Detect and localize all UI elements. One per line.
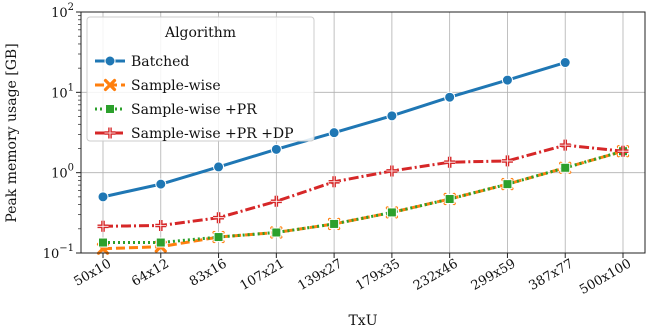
data-point xyxy=(502,179,513,190)
data-point xyxy=(328,127,340,139)
x-tick-label: 500x100 xyxy=(577,256,634,297)
y-tick-label: 102 xyxy=(51,2,74,21)
x-tick-label: 139x27 xyxy=(295,256,345,293)
series-line xyxy=(102,143,624,228)
legend-label: Sample-wise +PR +DP xyxy=(131,126,294,142)
data-point-highlight xyxy=(270,195,282,207)
legend-swatch-marker-highlight xyxy=(104,127,116,139)
data-point xyxy=(386,207,397,218)
plot-frame xyxy=(80,11,646,254)
legend: Algorithm Batched Sample-wise Sample-wise +… xyxy=(86,16,315,142)
series-line xyxy=(102,149,624,251)
data-point xyxy=(444,91,456,103)
legend-box xyxy=(86,16,315,142)
data-point xyxy=(97,191,109,203)
data-point-highlight xyxy=(559,139,571,151)
data-point xyxy=(560,162,571,173)
legend-item: Sample-wise +PR +DP xyxy=(95,126,294,142)
data-point xyxy=(155,237,166,248)
data-point-highlight xyxy=(213,212,225,224)
x-tick-label: 299x59 xyxy=(469,256,519,293)
data-point xyxy=(501,74,513,86)
legend-label: Sample-wise xyxy=(131,78,221,94)
data-point xyxy=(386,110,398,122)
x-tick-label: 83x16 xyxy=(187,256,230,289)
x-tick-label: 50x10 xyxy=(71,256,114,289)
y-tick-label: 10−1 xyxy=(43,243,74,262)
x-tick-label: 232x46 xyxy=(411,256,461,293)
legend-item: Sample-wise xyxy=(95,78,221,94)
series-sample-wise-pr-dp xyxy=(97,139,629,232)
data-point xyxy=(329,218,340,229)
data-point-highlight xyxy=(444,156,456,168)
legend-label: Batched xyxy=(131,54,189,70)
data-point xyxy=(98,237,108,248)
y-tick-label: 101 xyxy=(51,82,74,101)
data-point xyxy=(213,161,225,173)
legend-label: Sample-wise +PR xyxy=(131,102,257,118)
data-point xyxy=(444,194,455,205)
data-point-highlight xyxy=(501,155,513,167)
legend-item: Batched xyxy=(95,54,189,70)
legend-swatch-marker xyxy=(103,78,117,92)
x-tick-label: 64x12 xyxy=(129,256,172,289)
data-point xyxy=(270,143,282,155)
data-point-highlight xyxy=(155,219,167,231)
legend-swatch-marker xyxy=(104,55,116,67)
legend-swatch-marker xyxy=(105,104,115,114)
y-tick-label: 100 xyxy=(51,163,74,182)
legend-item: Sample-wise +PR xyxy=(95,102,257,118)
data-point xyxy=(155,178,167,190)
data-point xyxy=(213,232,224,243)
series-sample-wise-pr xyxy=(98,146,628,248)
series-line xyxy=(103,149,624,245)
x-tick-label: 107x21 xyxy=(238,256,288,293)
y-axis-title: Peak memory usage [GB] xyxy=(4,43,20,222)
x-tick-label: 387x77 xyxy=(527,256,577,293)
series-group xyxy=(96,57,630,255)
x-tick-label: 179x35 xyxy=(353,256,403,293)
x-axis-title: TxU xyxy=(348,313,377,329)
data-point-highlight xyxy=(617,145,629,157)
data-point xyxy=(271,227,282,238)
data-point-highlight xyxy=(328,176,340,188)
data-point xyxy=(559,57,571,69)
data-point-highlight xyxy=(386,165,398,177)
series-batched xyxy=(97,57,571,203)
legend-title: Algorithm xyxy=(164,25,236,41)
data-point-highlight xyxy=(97,220,109,232)
series-sample-wise xyxy=(96,145,630,255)
